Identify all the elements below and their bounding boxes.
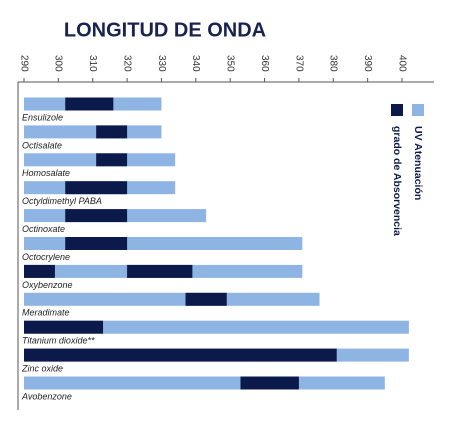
range-bar xyxy=(65,209,128,223)
category-label: Meradimate xyxy=(22,308,70,318)
category-label: Zinc oxide xyxy=(21,363,63,373)
range-bar xyxy=(96,153,128,167)
category-label: Octocrylene xyxy=(22,252,70,262)
category-label: Oxybenzone xyxy=(22,280,73,290)
legend-label: UV Atenuación xyxy=(412,126,424,200)
range-bar xyxy=(24,292,320,306)
range-bar xyxy=(24,320,104,334)
x-tick-label: 310 xyxy=(87,55,98,72)
range-bar xyxy=(240,376,299,390)
range-bar xyxy=(24,320,409,334)
legend-swatch xyxy=(391,104,403,116)
category-label: Octisalate xyxy=(22,140,62,150)
category-label: Avobenzone xyxy=(21,391,72,401)
x-tick-label: 380 xyxy=(328,55,339,72)
chart-title: LONGITUD DE ONDA xyxy=(64,19,266,41)
category-label: Homosalate xyxy=(22,168,70,178)
x-tick-label: 400 xyxy=(396,55,407,72)
range-bar xyxy=(24,125,162,139)
range-bar xyxy=(24,348,337,362)
category-label: Titanium dioxide** xyxy=(22,336,95,346)
x-tick-label: 360 xyxy=(259,55,270,72)
range-bar xyxy=(96,125,128,139)
range-bar xyxy=(24,264,55,278)
legend-swatch xyxy=(412,104,424,116)
range-bar xyxy=(65,237,128,250)
range-bar xyxy=(65,181,128,195)
x-tick-label: 290 xyxy=(18,55,29,72)
range-bar xyxy=(65,97,114,111)
category-label: Octyldimethyl PABA xyxy=(22,196,102,206)
x-tick-label: 390 xyxy=(362,55,373,72)
x-tick-label: 330 xyxy=(156,55,167,72)
range-bar xyxy=(127,264,193,278)
x-tick-label: 340 xyxy=(190,55,201,72)
x-tick-label: 300 xyxy=(53,55,64,72)
range-bar xyxy=(185,292,227,306)
x-tick-label: 350 xyxy=(225,55,236,72)
x-tick-label: 320 xyxy=(121,55,132,72)
category-label: Ensulizole xyxy=(22,112,63,122)
x-tick-label: 370 xyxy=(293,55,304,72)
legend-label: grado de Absorvencia xyxy=(391,126,403,236)
range-bar xyxy=(24,376,385,390)
category-label: Octinoxate xyxy=(22,224,65,234)
